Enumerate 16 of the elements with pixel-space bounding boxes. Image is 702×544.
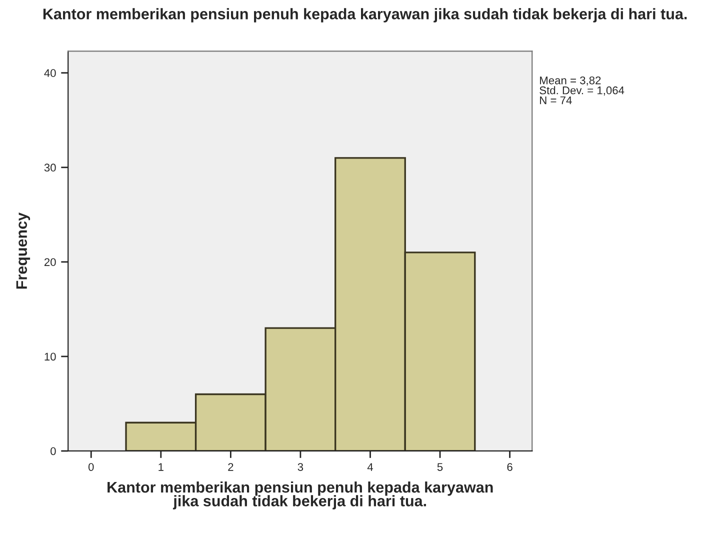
x-tick-label: 2 — [228, 463, 234, 471]
y-axis-title: Frequency — [16, 212, 30, 289]
y-tick-label: 0 — [50, 447, 56, 456]
x-tick-label: 4 — [367, 463, 373, 471]
x-tick-label: 5 — [437, 463, 443, 471]
y-tick-label: 10 — [44, 352, 56, 361]
y-tick-label: 40 — [44, 69, 56, 78]
chart-title: Kantor memberikan pensiun penuh kepada karyawan jika sudah tidak bekerja di hari tua. — [43, 8, 687, 22]
text: Mean = 3,82 Std. Dev. = 1,064 N = 74 — [540, 76, 624, 104]
x-axis-title: Kantor memberikan pensiun penuh kepada karyawan jika sudah tidak bekerja di hari tua. — [108, 481, 493, 510]
y-tick-label: 20 — [44, 258, 56, 266]
x-tick-label: 0 — [88, 463, 94, 471]
y-tick-label: 30 — [44, 164, 56, 172]
x-tick-label: 1 — [158, 463, 164, 471]
x-tick-label: 6 — [507, 463, 512, 471]
x-tick-label: 3 — [298, 463, 304, 471]
